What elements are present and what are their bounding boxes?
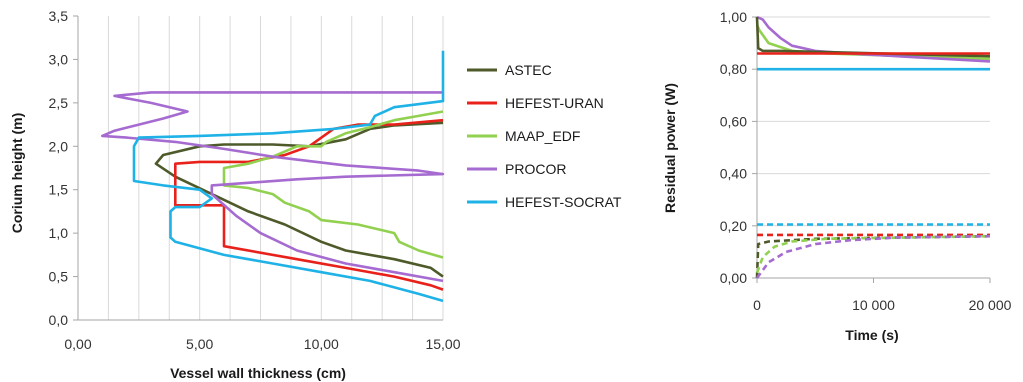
left-y-tick-label: 0,0 <box>49 312 69 328</box>
left-y-tick-label: 0,5 <box>49 269 69 285</box>
right-y-tick-label: 1,00 <box>720 9 747 25</box>
right-series-group <box>755 15 991 279</box>
left-y-tick-label: 2,0 <box>49 138 69 154</box>
left-chart: 0,0 0,5 1,0 1,5 2,0 2,5 3,0 3,5 0,00 5,00 10,00 15… <box>9 8 461 381</box>
right-y-axis-label: Residual power (W) <box>662 83 678 213</box>
left-x-tick-label: 15,00 <box>425 336 460 352</box>
left-x-tick-label: 10,00 <box>304 336 339 352</box>
right-dashed-line-8 <box>755 234 991 274</box>
left-series-line-maap-edf <box>222 110 444 259</box>
legend-label: HEFEST-SOCRAT <box>505 194 622 210</box>
left-y-ticks: 0,0 0,5 1,0 1,5 2,0 2,5 3,0 3,5 <box>49 8 78 328</box>
right-y-tick-label: 0,80 <box>720 61 747 77</box>
right-y-tick-label: 0,40 <box>720 166 747 182</box>
right-dashed-line-7 <box>755 234 991 279</box>
left-series-line-procor <box>101 91 445 283</box>
left-x-tick-label: 5,00 <box>186 336 213 352</box>
right-y-tick-label: 0,00 <box>720 270 747 286</box>
right-solid-line-2 <box>755 16 991 58</box>
legend-label: MAAP_EDF <box>505 128 580 144</box>
legend-label: ASTEC <box>505 62 552 78</box>
right-x-tick-label: 20 000 <box>969 297 1012 313</box>
left-y-tick-label: 1,0 <box>49 225 69 241</box>
legend-label: PROCOR <box>505 161 566 177</box>
right-x-axis-label: Time (s) <box>845 327 898 343</box>
legend: ASTEC HEFEST-URAN MAAP_EDF PROCOR HEFEST-SOC… <box>467 62 622 210</box>
right-dashed-line-9 <box>755 234 991 279</box>
left-series-line-hefest-socrat <box>132 50 445 303</box>
left-y-tick-label: 3,5 <box>49 8 69 24</box>
left-series-group <box>101 50 445 303</box>
right-y-ticks: 0,00 0,20 0,40 0,60 0,80 1,00 <box>720 9 757 286</box>
left-x-ticks: 0,00 5,00 10,00 15,00 <box>64 336 460 352</box>
right-y-tick-label: 0,20 <box>720 218 747 234</box>
left-y-tick-label: 3,0 <box>49 51 69 67</box>
legend-label: HEFEST-URAN <box>505 95 604 111</box>
left-x-axis-label: Vessel wall thickness (cm) <box>170 365 346 381</box>
right-x-tick-label: 10 000 <box>852 297 895 313</box>
right-chart: 0,00 0,20 0,40 0,60 0,80 1,00 0 10 000 20 000 T… <box>662 9 1012 343</box>
left-x-tick-label: 0,00 <box>64 336 91 352</box>
left-y-axis-label: Corium height (m) <box>9 113 25 234</box>
right-x-ticks: 0 10 000 20 000 <box>753 278 1012 313</box>
left-y-tick-label: 2,5 <box>49 95 69 111</box>
left-y-tick-label: 1,5 <box>49 182 69 198</box>
right-x-tick-label: 0 <box>753 297 761 313</box>
right-solid-line-1 <box>756 15 991 63</box>
left-series-line-astec <box>154 121 444 278</box>
right-y-tick-label: 0,60 <box>720 113 747 129</box>
